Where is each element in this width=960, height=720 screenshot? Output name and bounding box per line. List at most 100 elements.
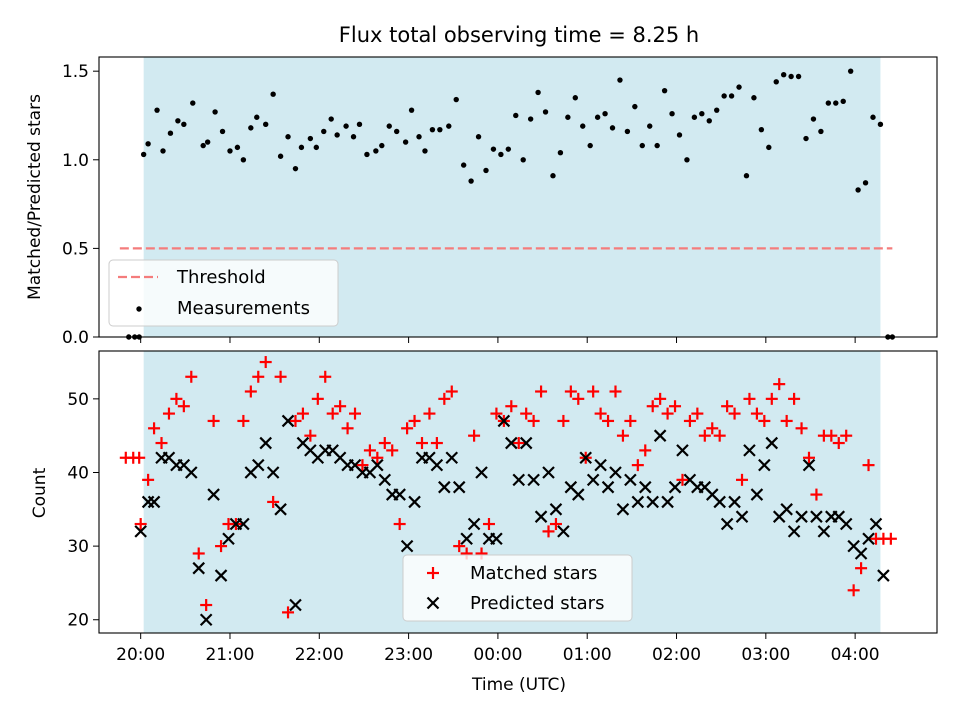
x-tick-label: 01:00 bbox=[563, 645, 612, 665]
y-tick-label: 0.0 bbox=[62, 328, 89, 348]
predicted-star-point bbox=[378, 473, 392, 487]
matched-star-point bbox=[482, 518, 495, 531]
measurement-point bbox=[498, 151, 504, 158]
measurement-point bbox=[446, 123, 452, 129]
predicted-star-point bbox=[274, 503, 287, 516]
matched-star-point bbox=[810, 488, 823, 501]
matched-star-point bbox=[304, 429, 317, 442]
measurement-point bbox=[728, 93, 735, 99]
y-tick-label: 40 bbox=[67, 463, 89, 483]
ratio-panel: 0.0 0.5 1.0 1.5 Matched/Predicted stars Thr… bbox=[25, 56, 938, 348]
predicted-star-point bbox=[147, 495, 161, 509]
measurement-point bbox=[527, 116, 534, 122]
matched-star-point bbox=[356, 459, 369, 472]
matched-star-point bbox=[832, 437, 845, 450]
matched-star-point bbox=[624, 414, 637, 427]
matched-star-point bbox=[215, 540, 228, 553]
predicted-star-point bbox=[758, 458, 771, 472]
x-tick-label: 20:00 bbox=[116, 645, 165, 665]
predicted-star-point bbox=[653, 429, 667, 442]
y-tick-label: 0.5 bbox=[62, 239, 89, 259]
measurement-point bbox=[181, 121, 187, 128]
ratio-plot-frame bbox=[98, 56, 938, 338]
matched-star-point bbox=[289, 414, 302, 427]
measurement-point bbox=[587, 142, 593, 149]
predicted-star-point bbox=[134, 525, 147, 538]
predicted-star-point bbox=[646, 495, 659, 509]
y-tick-label: 1.5 bbox=[62, 62, 89, 82]
predicted-star-point bbox=[490, 532, 503, 546]
matched-star-point bbox=[170, 392, 183, 405]
predicted-star-point bbox=[609, 466, 622, 479]
y-tick-label: 1.0 bbox=[62, 151, 89, 171]
measurement-point bbox=[699, 111, 705, 117]
measurement-point bbox=[691, 114, 698, 120]
matched-star-point bbox=[490, 407, 503, 420]
matched-star-point bbox=[259, 356, 272, 369]
measurement-point bbox=[580, 123, 586, 129]
legend-predicted-label: Predicted stars bbox=[470, 593, 604, 614]
measurement-point bbox=[154, 107, 160, 113]
predicted-star-point bbox=[795, 510, 808, 523]
predicted-star-point bbox=[720, 517, 734, 531]
measurement-point bbox=[334, 132, 340, 138]
measurement-point bbox=[313, 144, 320, 151]
measurement-point bbox=[676, 132, 683, 138]
predicted-star-point bbox=[185, 466, 198, 479]
measurement-point bbox=[862, 180, 869, 186]
matched-star-point bbox=[855, 562, 868, 575]
predicted-star-point bbox=[192, 561, 206, 575]
measurement-point bbox=[714, 107, 720, 113]
measurement-point bbox=[386, 123, 392, 129]
predicted-star-point bbox=[616, 503, 630, 516]
matched-star-point bbox=[200, 599, 213, 612]
measurement-point bbox=[513, 112, 519, 119]
predicted-star-point bbox=[549, 503, 563, 516]
matched-star-point bbox=[274, 370, 287, 383]
predicted-star-point bbox=[750, 488, 764, 501]
matched-star-point bbox=[267, 495, 280, 508]
measurement-point bbox=[254, 114, 260, 120]
predicted-star-point bbox=[557, 525, 570, 538]
predicted-star-point bbox=[743, 444, 756, 457]
measurement-point bbox=[393, 128, 400, 135]
measurement-point bbox=[609, 125, 616, 131]
predicted-star-point bbox=[400, 539, 414, 553]
count-legend: Matched stars Predicted stars bbox=[402, 554, 633, 622]
predicted-star-point bbox=[780, 503, 793, 516]
x-tick-label: 00:00 bbox=[473, 645, 522, 665]
predicted-star-point bbox=[512, 473, 526, 487]
matched-star-point bbox=[319, 370, 332, 383]
predicted-star-point bbox=[452, 480, 466, 494]
legend-matched-marker bbox=[427, 567, 439, 579]
matched-star-point bbox=[415, 437, 428, 450]
predicted-star-point bbox=[207, 488, 220, 501]
measurement-point bbox=[847, 68, 854, 74]
predicted-star-point bbox=[534, 510, 548, 523]
matched-star-point bbox=[341, 422, 354, 435]
count-plot-frame bbox=[98, 350, 938, 634]
predicted-star-point bbox=[586, 473, 600, 487]
measurement-point bbox=[639, 142, 645, 149]
measurement-point bbox=[350, 134, 357, 140]
matched-star-point bbox=[542, 525, 555, 538]
predicted-star-point bbox=[631, 495, 645, 509]
measurement-point bbox=[263, 121, 269, 128]
measurement-points bbox=[126, 68, 896, 340]
matched-star-point bbox=[535, 385, 548, 398]
legend-predicted-marker bbox=[426, 596, 440, 610]
matched-star-point bbox=[602, 414, 615, 427]
matched-star-point bbox=[326, 407, 339, 420]
matched-star-point bbox=[401, 422, 414, 435]
predicted-star-point bbox=[572, 488, 585, 501]
measurement-point bbox=[602, 111, 608, 117]
matched-star-point bbox=[192, 547, 205, 560]
matched-star-point bbox=[371, 451, 384, 464]
matched-star-point bbox=[676, 473, 689, 486]
measurement-point bbox=[572, 95, 579, 101]
count-points bbox=[119, 356, 897, 627]
matched-star-point bbox=[177, 400, 190, 413]
measurement-point bbox=[565, 114, 571, 120]
predicted-star-point bbox=[542, 466, 555, 479]
legend-matched-label: Matched stars bbox=[470, 563, 597, 584]
